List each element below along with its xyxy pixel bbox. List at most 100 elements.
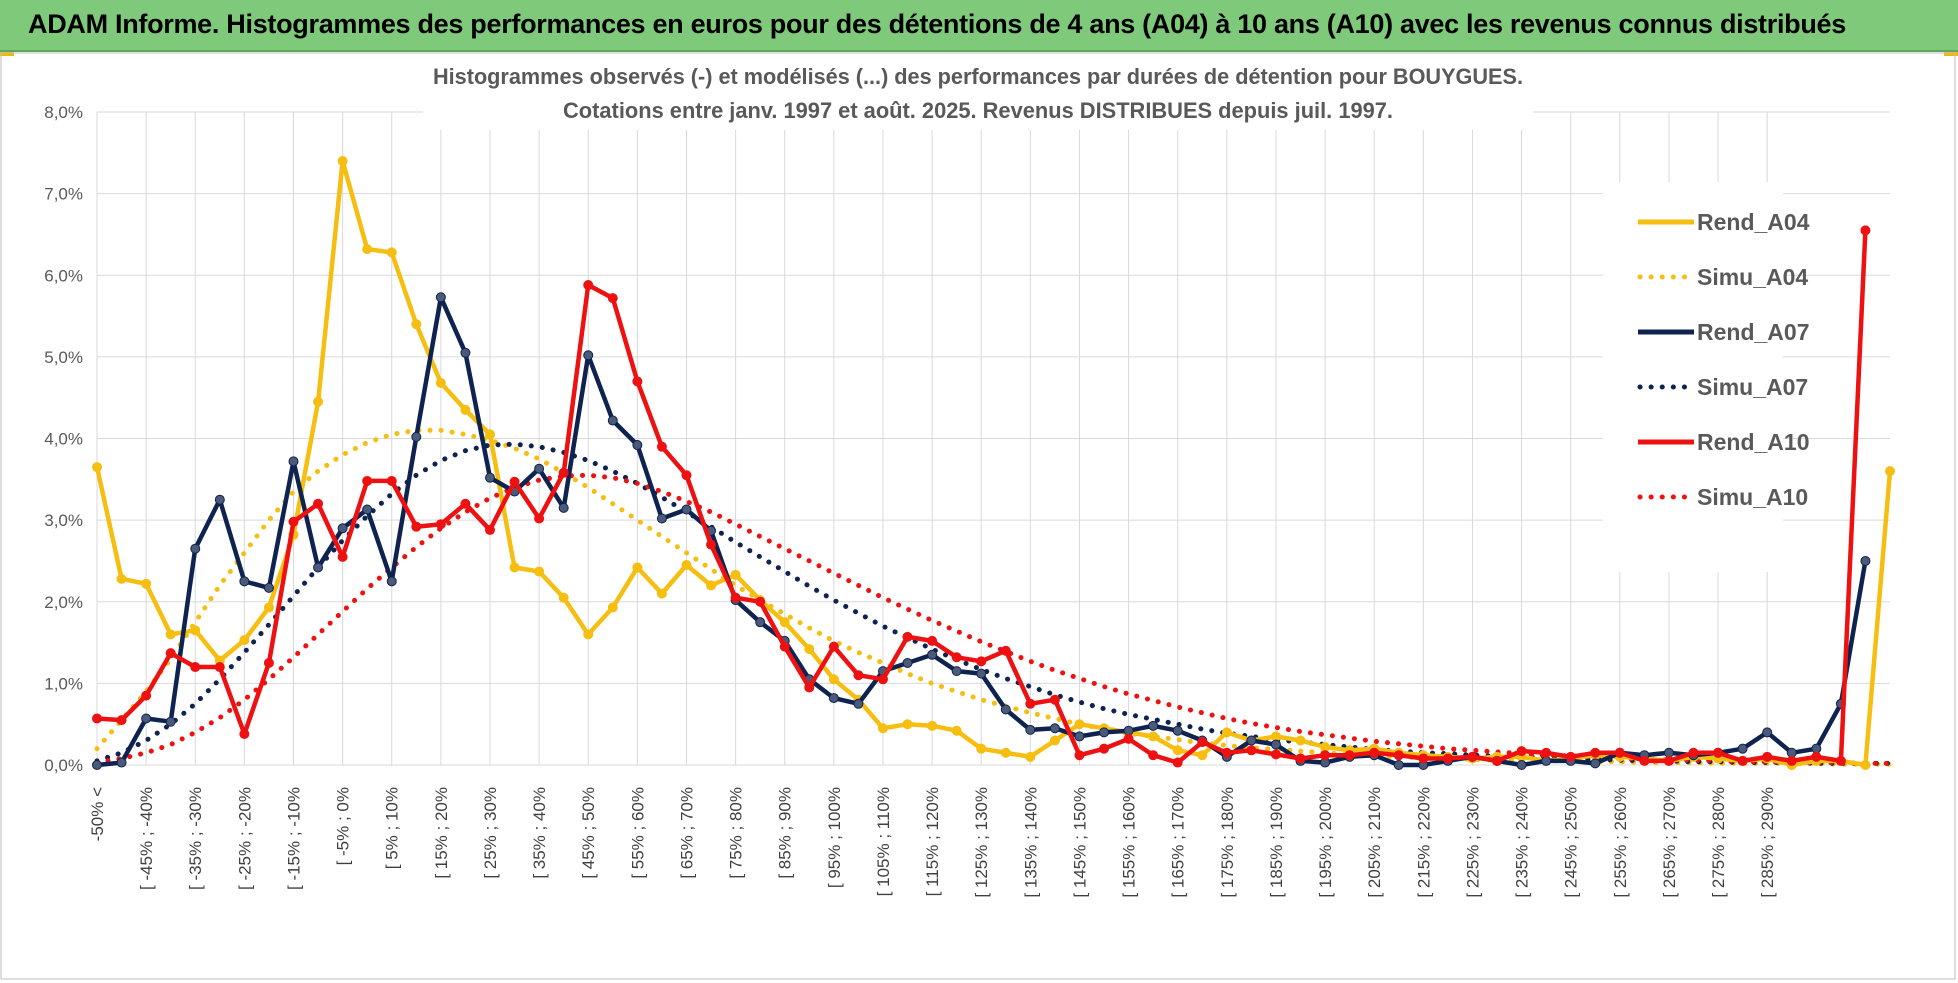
data-point-rend_a10 [1762, 751, 1773, 762]
data-point-rend_a04 [1148, 731, 1159, 742]
data-point-rend_a10 [214, 662, 225, 673]
data-point-rend_a04 [1320, 742, 1331, 753]
data-point-rend_a07 [681, 504, 692, 515]
data-point-rend_a10 [116, 715, 127, 726]
data-point-rend_a10 [1492, 755, 1503, 766]
data-point-rend_a04 [706, 580, 717, 591]
data-point-rend_a10 [1713, 747, 1724, 758]
data-point-rend_a10 [1270, 749, 1281, 760]
legend-label: Simu_A10 [1697, 484, 1808, 510]
data-point-rend_a07 [902, 657, 913, 668]
data-point-rend_a10 [165, 648, 176, 659]
data-point-rend_a10 [583, 280, 594, 291]
data-point-rend_a04 [656, 588, 667, 599]
legend-label: Rend_A04 [1697, 209, 1810, 235]
data-point-rend_a10 [1393, 750, 1404, 761]
data-point-rend_a10 [1344, 750, 1355, 761]
data-point-rend_a10 [288, 516, 299, 527]
data-point-rend_a04 [116, 573, 127, 584]
data-point-rend_a04 [1025, 751, 1036, 762]
data-point-rend_a04 [779, 617, 790, 628]
data-point-rend_a04 [927, 720, 938, 731]
data-point-rend_a10 [1663, 755, 1674, 766]
data-point-rend_a10 [1442, 753, 1453, 764]
corner-mark [0, 52, 14, 56]
data-point-rend_a07 [411, 431, 422, 442]
data-point-rend_a04 [313, 396, 324, 407]
data-point-rend_a10 [902, 631, 913, 642]
data-point-rend_a10 [484, 524, 495, 535]
data-point-rend_a10 [263, 657, 274, 668]
data-point-rend_a10 [1737, 755, 1748, 766]
data-point-rend_a10 [1516, 746, 1527, 757]
data-point-rend_a07 [1737, 743, 1748, 754]
data-point-rend_a10 [1295, 753, 1306, 764]
data-point-rend_a10 [1418, 753, 1429, 764]
data-point-rend_a10 [853, 670, 864, 681]
x-tick-label: [ -25% ; -20% [235, 787, 254, 890]
data-point-rend_a04 [607, 602, 618, 613]
data-point-rend_a04 [534, 566, 545, 577]
data-point-rend_a07 [190, 543, 201, 554]
data-point-rend_a04 [1000, 747, 1011, 758]
data-point-rend_a10 [951, 652, 962, 663]
data-point-rend_a10 [1369, 747, 1380, 758]
data-point-rend_a07 [1123, 725, 1134, 736]
data-point-rend_a10 [1786, 755, 1797, 766]
legend-label: Simu_A07 [1697, 374, 1808, 400]
data-point-rend_a10 [1639, 755, 1650, 766]
data-point-rend_a10 [1148, 750, 1159, 761]
data-point-rend_a10 [779, 641, 790, 652]
data-point-rend_a07 [214, 494, 225, 505]
data-point-rend_a10 [681, 470, 692, 481]
data-point-rend_a07 [1393, 760, 1404, 770]
data-point-rend_a10 [1860, 225, 1871, 236]
x-tick-label: [ 265% ; 270% [1660, 787, 1679, 898]
chart-subtitle: Cotations entre janv. 1997 et août. 2025… [563, 98, 1393, 123]
data-point-rend_a04 [190, 625, 201, 636]
data-point-rend_a07 [1099, 727, 1110, 738]
data-point-rend_a04 [1221, 727, 1232, 738]
data-point-rend_a07 [583, 350, 594, 361]
data-point-rend_a10 [976, 656, 987, 667]
data-point-rend_a10 [362, 475, 373, 486]
data-point-rend_a10 [1099, 743, 1110, 754]
data-point-rend_a04 [632, 562, 643, 573]
legend-label: Rend_A10 [1697, 429, 1809, 455]
data-point-rend_a04 [337, 155, 348, 166]
data-point-rend_a07 [853, 698, 864, 709]
data-point-rend_a10 [1074, 750, 1085, 761]
data-point-rend_a10 [435, 519, 446, 530]
data-point-rend_a10 [92, 713, 102, 724]
data-point-rend_a10 [239, 728, 250, 739]
data-point-rend_a10 [804, 682, 815, 693]
data-point-rend_a04 [435, 377, 446, 388]
legend-background [1603, 182, 1783, 572]
data-point-rend_a10 [1835, 755, 1846, 766]
data-point-rend_a07 [1516, 760, 1527, 770]
legend-label: Rend_A07 [1697, 319, 1809, 345]
x-tick-label: [ 95% ; 100% [825, 787, 844, 888]
data-point-rend_a04 [1049, 735, 1060, 746]
data-point-rend_a10 [632, 376, 643, 387]
corner-mark [1944, 52, 1958, 56]
data-point-rend_a10 [534, 513, 545, 524]
data-point-rend_a04 [730, 569, 741, 580]
data-point-rend_a04 [509, 562, 520, 573]
data-point-rend_a04 [411, 319, 422, 330]
data-point-rend_a07 [263, 582, 274, 593]
data-point-rend_a10 [1590, 747, 1601, 758]
x-tick-label: [ 275% ; 280% [1709, 787, 1728, 898]
y-tick-label: 1,0% [44, 674, 83, 693]
data-point-rend_a04 [460, 404, 471, 415]
data-point-rend_a04 [681, 560, 692, 571]
data-point-rend_a07 [165, 716, 176, 727]
data-point-rend_a07 [1811, 743, 1822, 754]
data-point-rend_a10 [828, 641, 839, 652]
data-point-rend_a07 [1786, 747, 1797, 758]
data-point-rend_a07 [1025, 724, 1036, 735]
data-point-rend_a07 [1148, 720, 1159, 731]
data-point-rend_a07 [92, 760, 102, 770]
data-point-rend_a04 [1885, 466, 1895, 477]
x-tick-label: [ 35% ; 40% [530, 787, 549, 879]
